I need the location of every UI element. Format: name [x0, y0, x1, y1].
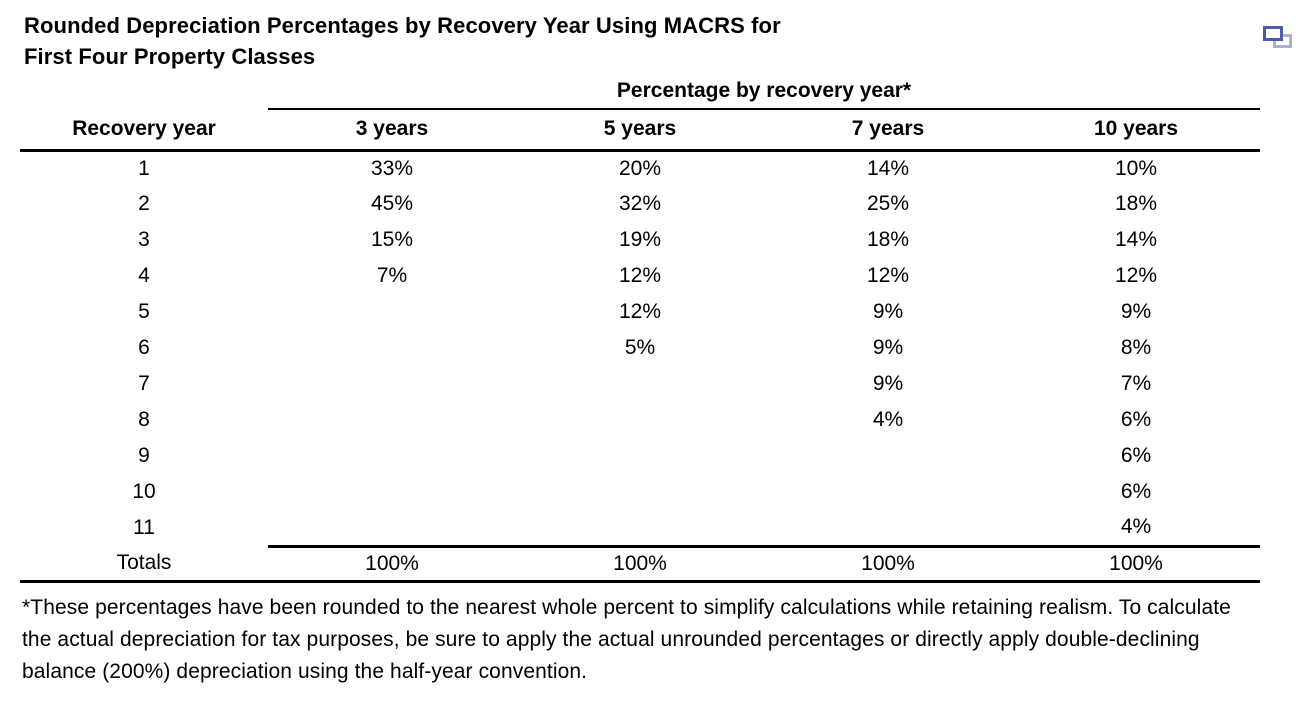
percent-cell: 18% [1114, 192, 1158, 215]
duplicate-window-icon-front [1263, 26, 1283, 41]
percent-cell [516, 510, 764, 546]
percent-cell [268, 510, 516, 546]
table-row: 11 4% [20, 510, 1260, 546]
percent-cell [268, 438, 516, 474]
percent-cell: 18% [866, 228, 910, 251]
percent-cell: 12% [1114, 264, 1158, 287]
totals-3-years: 100% [268, 544, 516, 583]
percent-cell: 9% [1120, 300, 1152, 323]
percent-cell: 14% [866, 156, 910, 180]
recovery-year-cell: 1 [138, 156, 150, 180]
duplicate-window-icon[interactable] [1263, 26, 1292, 48]
span-header: Percentage by recovery year* [268, 76, 1260, 110]
percent-cell: 9% [872, 336, 904, 359]
table-title-line1: Rounded Depreciation Percentages by Reco… [24, 13, 781, 38]
percent-cell: 7% [1120, 372, 1152, 395]
percent-cell: 12% [866, 264, 910, 287]
percent-cell [268, 366, 516, 402]
percent-cell: 10% [1114, 156, 1158, 180]
percent-cell: 25% [866, 192, 910, 215]
percent-cell [516, 402, 764, 438]
recovery-year-cell: 10 [132, 480, 156, 503]
percent-cell [268, 402, 516, 438]
table-title: Rounded Depreciation Percentages by Reco… [24, 10, 1301, 72]
percent-cell [764, 438, 1012, 474]
table-title-line2: First Four Property Classes [24, 44, 316, 69]
percent-cell: 9% [872, 300, 904, 323]
table-row: 5 12% 9% 9% [20, 294, 1260, 330]
totals-label: Totals [20, 546, 268, 583]
recovery-year-cell: 9 [138, 444, 150, 467]
table-row: 7 9% 7% [20, 366, 1260, 402]
table-row: 3 15% 19% 18% 14% [20, 222, 1260, 258]
percent-cell: 5% [624, 336, 656, 359]
recovery-year-cell: 2 [138, 192, 150, 215]
percent-cell: 20% [618, 156, 662, 180]
percent-cell [268, 330, 516, 366]
percent-cell: 32% [618, 192, 662, 215]
column-header-10-years: 10 years [1012, 109, 1260, 152]
table-row: 4 7% 12% 12% 12% [20, 258, 1260, 294]
table-row: 6 5% 9% 8% [20, 330, 1260, 366]
column-header-5-years: 5 years [516, 109, 764, 152]
percent-cell: 12% [618, 264, 662, 287]
percent-cell: 15% [370, 228, 414, 251]
totals-5-years: 100% [516, 544, 764, 583]
column-header-recovery-year: Recovery year [20, 109, 268, 152]
depreciation-table: Percentage by recovery year* Recovery ye… [20, 76, 1260, 583]
recovery-year-cell: 6 [138, 336, 150, 359]
table-row: 8 4% 6% [20, 402, 1260, 438]
recovery-year-cell: 3 [138, 228, 150, 251]
percent-cell [764, 474, 1012, 510]
table-row: 2 45% 32% 25% 18% [20, 186, 1260, 222]
percent-cell: 45% [370, 192, 414, 215]
percent-cell: 12% [618, 300, 662, 323]
percent-cell: 7% [376, 264, 408, 287]
recovery-year-cell: 7 [138, 372, 150, 395]
recovery-year-cell: 8 [138, 408, 150, 431]
percent-cell: 6% [1120, 408, 1152, 431]
span-header-spacer [20, 76, 268, 109]
percent-cell: 4% [872, 408, 904, 431]
percent-cell: 4% [1120, 515, 1152, 539]
percent-cell: 8% [1120, 336, 1152, 359]
table-row: 10 6% [20, 474, 1260, 510]
percent-cell [516, 474, 764, 510]
column-header-7-years: 7 years [764, 109, 1012, 152]
column-header-3-years: 3 years [268, 109, 516, 152]
percent-cell: 14% [1114, 228, 1158, 251]
table-row: 9 6% [20, 438, 1260, 474]
recovery-year-cell: 11 [133, 516, 155, 539]
totals-row: Totals 100% 100% 100% 100% [20, 544, 1260, 583]
percent-cell [268, 474, 516, 510]
page: Rounded Depreciation Percentages by Reco… [0, 10, 1301, 720]
totals-10-years: 100% [1012, 544, 1260, 583]
recovery-year-cell: 5 [138, 300, 150, 323]
totals-7-years: 100% [764, 544, 1012, 583]
percent-cell: 19% [618, 228, 662, 251]
percent-cell [268, 294, 516, 330]
recovery-year-cell: 4 [138, 264, 150, 287]
percent-cell: 33% [370, 156, 414, 180]
percent-cell: 9% [872, 372, 904, 395]
percent-cell: 6% [1120, 480, 1152, 503]
table-row: 1 33% 20% 14% 10% [20, 150, 1260, 186]
percent-cell [764, 510, 1012, 546]
span-header-row: Percentage by recovery year* [20, 76, 1260, 110]
percent-cell [516, 438, 764, 474]
percent-cell [516, 366, 764, 402]
percent-cell: 6% [1120, 444, 1152, 467]
footnote: *These percentages have been rounded to … [22, 595, 1231, 683]
column-header-row: Recovery year 3 years 5 years 7 years 10… [20, 109, 1260, 152]
